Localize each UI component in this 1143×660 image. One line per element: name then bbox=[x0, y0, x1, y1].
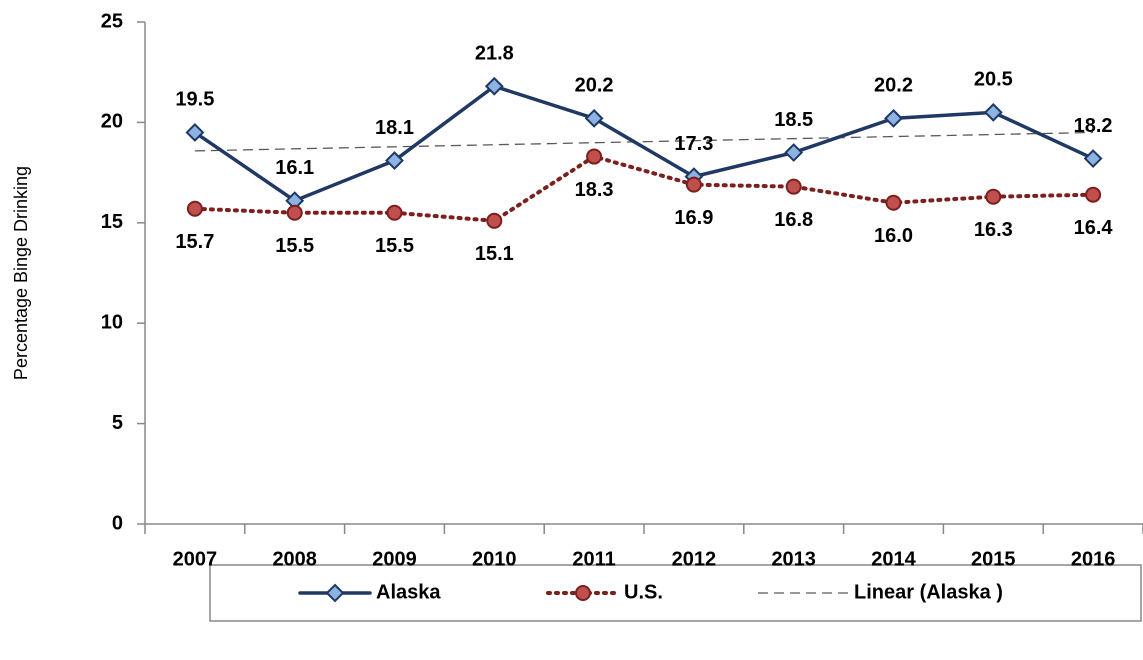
data-label: 20.2 bbox=[874, 75, 913, 97]
marker bbox=[486, 212, 503, 229]
marker bbox=[985, 188, 1002, 205]
y-tick-label: 10 bbox=[101, 311, 123, 333]
y-tick-label: 0 bbox=[112, 512, 123, 534]
x-tick-label: 2007 bbox=[173, 548, 218, 570]
marker bbox=[1083, 149, 1103, 168]
data-label: 19.5 bbox=[175, 89, 214, 111]
data-label: 18.1 bbox=[375, 117, 414, 139]
data-label: 18.2 bbox=[1074, 115, 1113, 137]
legend-label: U.S. bbox=[624, 581, 663, 603]
marker bbox=[785, 178, 802, 195]
marker bbox=[885, 194, 902, 211]
marker bbox=[385, 151, 404, 170]
marker bbox=[784, 143, 804, 162]
marker bbox=[685, 176, 702, 193]
data-label: 15.7 bbox=[175, 231, 214, 253]
data-label: 16.8 bbox=[774, 209, 813, 231]
data-label: 16.1 bbox=[275, 157, 314, 179]
data-label: 15.5 bbox=[275, 235, 314, 257]
y-axis-label: Percentage Binge Drinking bbox=[11, 166, 31, 380]
data-label: 18.3 bbox=[575, 179, 614, 201]
data-label: 20.5 bbox=[974, 69, 1013, 91]
legend-marker bbox=[325, 583, 345, 603]
x-tick-label: 2013 bbox=[771, 548, 816, 570]
x-tick-label: 2010 bbox=[472, 548, 517, 570]
marker bbox=[386, 204, 403, 221]
marker bbox=[983, 102, 1003, 122]
x-tick-label: 2016 bbox=[1071, 548, 1116, 570]
trendline bbox=[194, 131, 1094, 152]
y-tick-label: 25 bbox=[101, 10, 123, 32]
y-tick-label: 5 bbox=[112, 412, 123, 434]
data-label: 16.9 bbox=[674, 207, 713, 229]
marker bbox=[1085, 186, 1102, 203]
marker bbox=[586, 148, 603, 165]
data-label: 16.0 bbox=[874, 225, 913, 247]
legend-marker bbox=[575, 585, 591, 601]
series-line bbox=[193, 84, 1095, 203]
y-tick-label: 15 bbox=[101, 211, 123, 233]
marker bbox=[584, 108, 604, 128]
data-label: 16.4 bbox=[1074, 217, 1114, 239]
marker bbox=[884, 108, 903, 128]
marker bbox=[286, 204, 303, 221]
marker bbox=[185, 123, 205, 142]
series-line bbox=[192, 154, 1096, 223]
x-tick-label: 2014 bbox=[871, 548, 916, 570]
data-label: 21.8 bbox=[475, 43, 514, 65]
legend-label: Alaska bbox=[376, 581, 441, 603]
data-label: 15.5 bbox=[375, 235, 414, 257]
marker bbox=[484, 76, 504, 96]
data-label: 18.5 bbox=[774, 109, 813, 131]
marker bbox=[186, 200, 203, 217]
x-tick-label: 2008 bbox=[272, 548, 317, 570]
data-label: 16.3 bbox=[974, 219, 1013, 241]
x-tick-label: 2011 bbox=[572, 548, 615, 570]
x-tick-label: 2009 bbox=[372, 548, 417, 570]
data-label: 17.3 bbox=[674, 133, 713, 155]
legend-label: Linear (Alaska ) bbox=[854, 581, 1003, 603]
x-tick-label: 2012 bbox=[672, 548, 717, 570]
data-label: 15.1 bbox=[475, 243, 514, 265]
x-tick-label: 2015 bbox=[971, 548, 1016, 570]
y-tick-label: 20 bbox=[101, 111, 123, 133]
data-label: 20.2 bbox=[575, 75, 614, 97]
